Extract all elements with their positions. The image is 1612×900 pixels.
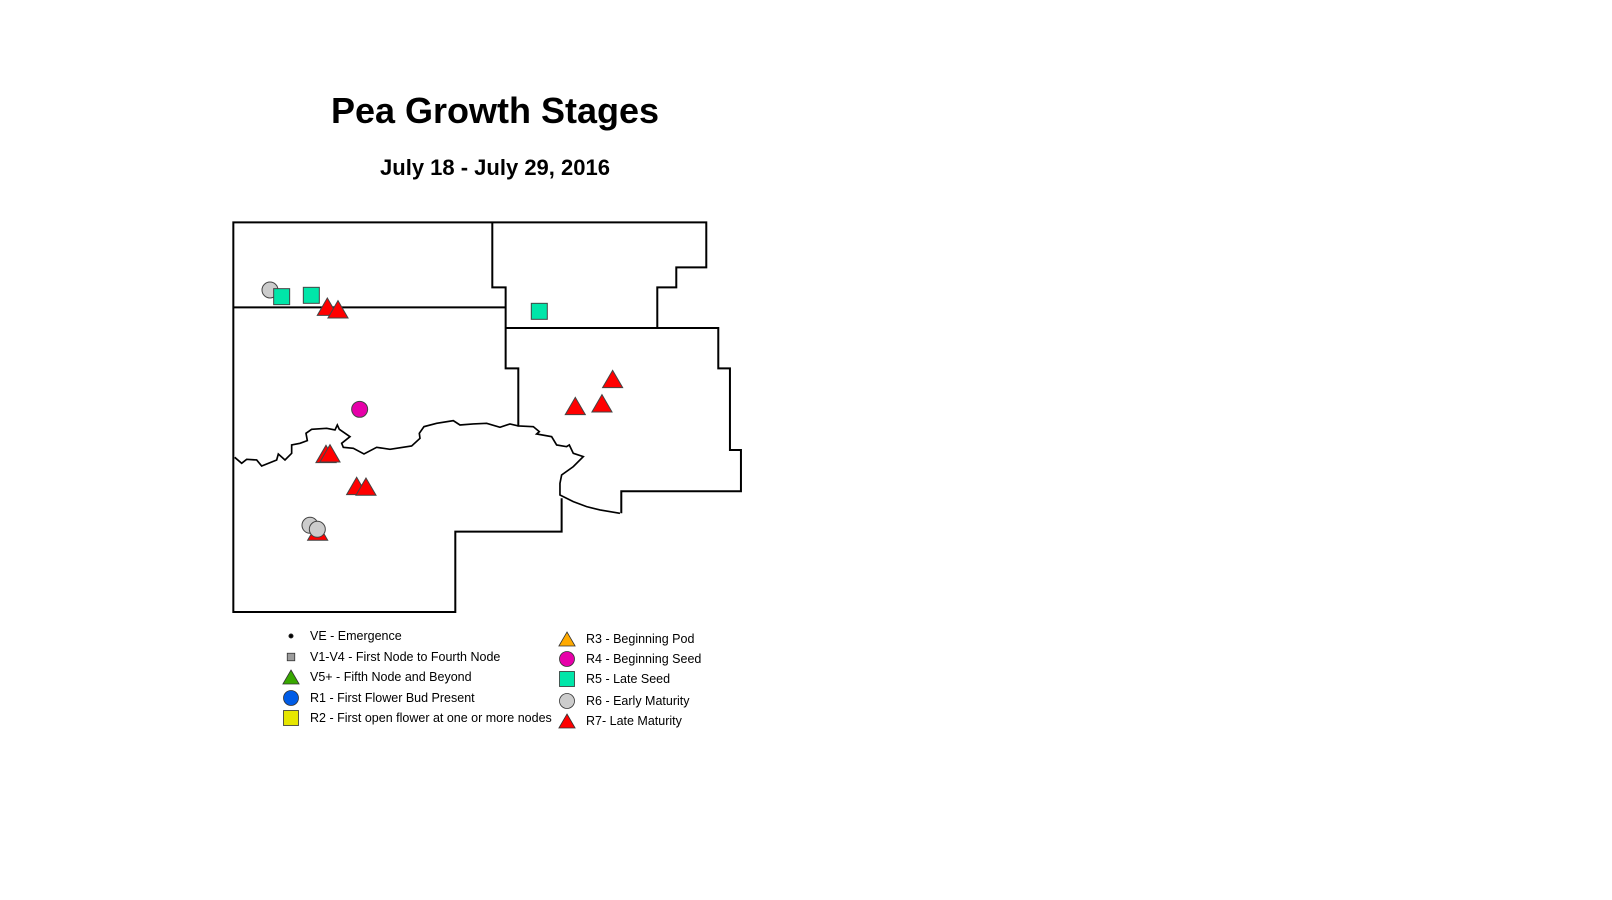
legend-item: R6 - Early Maturity	[558, 692, 690, 710]
legend-item: V1-V4 - First Node to Fourth Node	[282, 648, 500, 666]
legend-item: V5+ - Fifth Node and Beyond	[282, 668, 472, 686]
marker-triangle	[355, 476, 377, 496]
marker-triangle	[319, 443, 341, 463]
legend-item: R5 - Late Seed	[558, 670, 670, 688]
triangle-icon	[558, 631, 576, 647]
square-icon	[559, 671, 575, 687]
legend-item: R3 - Beginning Pod	[558, 630, 694, 648]
legend-label: R7- Late Maturity	[586, 714, 682, 728]
marker-triangle	[564, 396, 587, 416]
legend-item: R7- Late Maturity	[558, 712, 682, 730]
dot-icon	[288, 633, 294, 639]
county-boundary-north	[491, 222, 520, 427]
legend-label: R3 - Beginning Pod	[586, 632, 695, 646]
marker-square	[530, 302, 548, 320]
county-boundary-south	[232, 403, 563, 613]
triangle-icon	[558, 713, 576, 729]
circle-icon	[283, 690, 299, 706]
legend-label: VE - Emergence	[310, 629, 402, 643]
legend-label: V5+ - Fifth Node and Beyond	[310, 670, 472, 684]
triangle-icon	[282, 669, 300, 685]
legend-item: R1 - First Flower Bud Present	[282, 689, 475, 707]
legend-item: R4 - Beginning Seed	[558, 650, 701, 668]
legend-label: R4 - Beginning Seed	[586, 652, 702, 666]
map-title: Pea Growth Stages	[330, 90, 660, 131]
legend-item: R2 - First open flower at one or more no…	[282, 709, 552, 727]
small-square-icon	[286, 652, 296, 662]
marker-circle	[351, 400, 369, 418]
marker-triangle	[327, 299, 349, 319]
marker-triangle	[591, 393, 613, 413]
marker-square	[302, 286, 320, 304]
legend-label: R1 - First Flower Bud Present	[310, 691, 475, 705]
marker-circle	[308, 520, 326, 538]
legend-label: V1-V4 - First Node to Fourth Node	[310, 650, 501, 664]
legend-label: R6 - Early Maturity	[586, 694, 690, 708]
legend-item: VE - Emergence	[282, 627, 402, 645]
legend-label: R5 - Late Seed	[586, 672, 671, 686]
marker-square	[273, 288, 291, 306]
legend-label: R2 - First open flower at one or more no…	[310, 711, 552, 725]
county-boundary-outer	[232, 221, 742, 514]
map-subtitle: July 18 - July 29, 2016	[380, 155, 610, 180]
river	[234, 419, 621, 515]
circle-icon	[559, 651, 575, 667]
circle-icon	[559, 693, 575, 709]
marker-triangle	[601, 369, 624, 389]
square-icon	[283, 710, 299, 726]
